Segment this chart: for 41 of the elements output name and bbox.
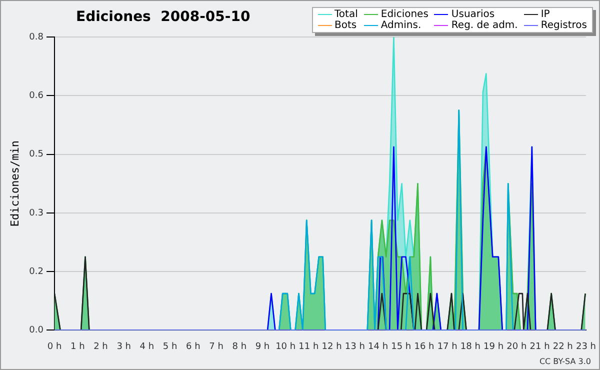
x-tick-label: 20 h — [506, 342, 527, 352]
legend-label: Bots — [334, 20, 358, 31]
x-tick-label: 2 h — [94, 342, 108, 352]
y-tick-label: 0.2 — [29, 266, 44, 277]
y-tick-label: 0.3 — [29, 208, 44, 218]
x-tick-label: 9 h — [255, 342, 270, 352]
chart-title: Ediciones 2008-05-10 — [76, 9, 250, 25]
x-tick-label: 22 h — [552, 342, 573, 352]
legend-label: Registros — [540, 20, 587, 31]
x-tick-label: 21 h — [530, 342, 550, 352]
legend-label: Ediciones — [380, 9, 428, 20]
y-tick-label: 0.0 — [29, 326, 44, 336]
x-tick-label: 12 h — [322, 342, 342, 352]
legend-label: Total — [334, 9, 358, 20]
legend-label: Admins. — [380, 20, 422, 31]
x-tick-label: 17 h — [437, 342, 458, 352]
legend-label: Usuarios — [450, 9, 496, 20]
text: CC BY-SA 3.0 — [539, 357, 591, 366]
y-tick-label: 0.5 — [29, 150, 44, 160]
x-tick-label: 16 h — [414, 342, 434, 352]
x-tick-label: 15 h — [391, 342, 412, 352]
x-tick-label: 5 h — [162, 342, 178, 352]
y-axis-title: Ediciones/min — [8, 140, 22, 227]
x-tick-label: 6 h — [186, 342, 200, 352]
x-tick-label: 7 h — [209, 342, 224, 352]
legend-label: IP — [540, 9, 551, 20]
x-tick-label: 11 h — [298, 342, 319, 352]
x-tick-label: 4 h — [140, 342, 154, 352]
x-tick-label: 18 h — [460, 342, 480, 352]
x-tick-label: 1 h — [70, 342, 85, 352]
x-tick-label: 8 h — [232, 342, 247, 352]
y-tick-label: 0.6 — [29, 90, 44, 101]
legend-label: Reg. de adm. — [450, 20, 518, 31]
x-tick-label: 3 h — [116, 342, 131, 352]
x-tick-label: 23 h — [576, 342, 596, 352]
x-tick-label: 10 h — [276, 342, 296, 352]
x-tick-label: 19 h — [484, 342, 504, 352]
x-tick-label: 13 h — [344, 342, 365, 352]
y-tick-label: 0.8 — [29, 32, 44, 42]
x-tick-label: 14 h — [368, 342, 388, 352]
x-tick-label: 0 h — [47, 342, 62, 352]
